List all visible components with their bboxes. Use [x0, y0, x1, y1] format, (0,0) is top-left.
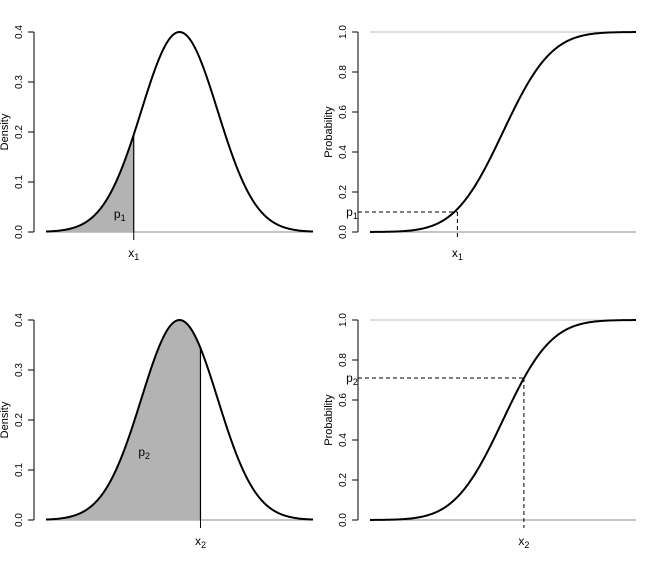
level-label: p2 [346, 371, 358, 387]
y-tick-label: 1.0 [338, 25, 349, 39]
y-tick-label: 0.4 [14, 25, 25, 39]
area-label: p1 [114, 207, 126, 223]
x-marker-label-base: x [128, 246, 134, 260]
area-label-subscript: 1 [121, 213, 126, 223]
y-axis-title: Density [0, 113, 11, 150]
y-tick-label: 0.3 [14, 75, 25, 89]
y-tick-label: 0.2 [14, 125, 25, 139]
area-label-subscript: 2 [145, 451, 150, 461]
y-tick-label: 0.4 [338, 433, 349, 447]
x-marker-label-subscript: 2 [201, 540, 206, 550]
y-axis-title: Probability [323, 106, 335, 158]
y-tick-label: 0.4 [14, 313, 25, 327]
x-marker-label: x1 [452, 246, 463, 262]
cdf-curve [370, 319, 636, 521]
x-marker-label-subscript: 2 [524, 540, 529, 550]
y-tick-label: 0.8 [338, 353, 349, 367]
y-tick-label: 0.6 [338, 105, 349, 119]
area-label: p2 [138, 445, 150, 461]
y-tick-label: 1.0 [338, 313, 349, 327]
x-marker-label-base: x [195, 534, 201, 548]
x-marker-label: x2 [195, 534, 206, 550]
y-tick-label: 0.4 [338, 145, 349, 159]
area-label-base: p [114, 207, 121, 221]
y-tick-label: 0.0 [14, 513, 25, 527]
y-tick-label: 0.0 [338, 225, 349, 239]
shaded-area [46, 320, 201, 520]
x-marker-label-subscript: 1 [134, 252, 139, 262]
y-tick-label: 0.2 [338, 185, 349, 199]
x-marker-label-subscript: 1 [458, 252, 463, 262]
level-label: p1 [346, 205, 358, 221]
x-marker-label: x2 [518, 534, 529, 550]
level-label-subscript: 2 [353, 377, 358, 387]
shaded-area [46, 134, 134, 232]
y-axis-title: Probability [323, 394, 335, 446]
y-axis-title: Density [0, 401, 11, 438]
y-tick-label: 0.0 [338, 513, 349, 527]
y-tick-label: 0.3 [14, 363, 25, 377]
x-marker-label-base: x [452, 246, 458, 260]
y-tick-label: 0.1 [14, 463, 25, 477]
cdf-curve [370, 31, 636, 233]
level-label-subscript: 1 [353, 211, 358, 221]
y-tick-label: 0.2 [14, 413, 25, 427]
level-label-base: p [346, 205, 353, 219]
y-tick-label: 0.1 [14, 175, 25, 189]
density-curve [45, 318, 314, 521]
y-tick-label: 0.8 [338, 65, 349, 79]
y-tick-label: 0.2 [338, 473, 349, 487]
y-tick-label: 0.0 [14, 225, 25, 239]
x-marker-label-base: x [518, 534, 524, 548]
area-label-base: p [138, 445, 145, 459]
density-curve [45, 30, 314, 233]
y-tick-label: 0.6 [338, 393, 349, 407]
x-marker-label: x1 [128, 246, 139, 262]
level-label-base: p [346, 371, 353, 385]
